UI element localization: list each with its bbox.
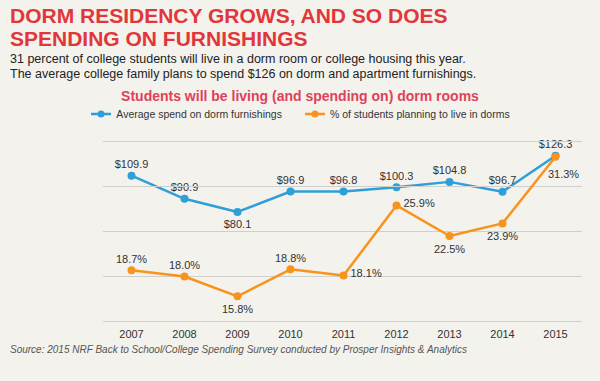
svg-text:22.5%: 22.5% (434, 243, 465, 255)
html-text:The average college family pla: The average college family plans to spen… (10, 67, 477, 81)
svg-text:2011: 2011 (332, 328, 356, 340)
svg-text:2012: 2012 (384, 328, 408, 340)
svg-text:$80.1: $80.1 (224, 218, 252, 230)
svg-text:25.9%: 25.9% (404, 197, 435, 209)
svg-text:$109.9: $109.9 (115, 158, 149, 170)
svg-text:2009: 2009 (225, 328, 249, 340)
html-text:% of students planning to live: % of students planning to live in dorms (329, 108, 510, 120)
svg-text:$96.8: $96.8 (330, 174, 358, 186)
svg-text:2007: 2007 (119, 328, 143, 340)
html-text:31 percent of college students: 31 percent of college students will live… (10, 52, 466, 66)
svg-text:$90.9: $90.9 (171, 181, 199, 193)
svg-text:$100.3: $100.3 (380, 170, 414, 182)
svg-text:$104.8: $104.8 (433, 164, 467, 176)
html-text:DORM RESIDENCY GROWS, AND SO D: DORM RESIDENCY GROWS, AND SO DOES SPENDI… (10, 4, 448, 50)
svg-text:18.7%: 18.7% (116, 253, 147, 265)
svg-text:2008: 2008 (172, 328, 196, 340)
svg-text:18.1%: 18.1% (351, 267, 382, 279)
svg-text:2013: 2013 (437, 328, 461, 340)
svg-text:$96.7: $96.7 (489, 174, 517, 186)
svg-text:23.9%: 23.9% (487, 230, 518, 242)
html-text:Source: 2015 NRF Back to Schoo: Source: 2015 NRF Back to School/College … (10, 344, 467, 355)
html-text:Average spend on dorm furnishi: Average spend on dorm furnishings (116, 108, 282, 120)
svg-text:15.8%: 15.8% (222, 303, 253, 315)
html-text:Students will be living (and s: Students will be living (and spending on… (121, 88, 479, 104)
svg-text:2014: 2014 (490, 328, 514, 340)
svg-text:2015: 2015 (543, 328, 567, 340)
svg-text:$96.9: $96.9 (277, 174, 305, 186)
svg-text:31.3%: 31.3% (548, 168, 579, 180)
svg-text:2010: 2010 (278, 328, 302, 340)
svg-text:$126.3: $126.3 (539, 138, 573, 150)
svg-text:18.8%: 18.8% (275, 252, 306, 264)
svg-text:18.0%: 18.0% (169, 259, 200, 271)
